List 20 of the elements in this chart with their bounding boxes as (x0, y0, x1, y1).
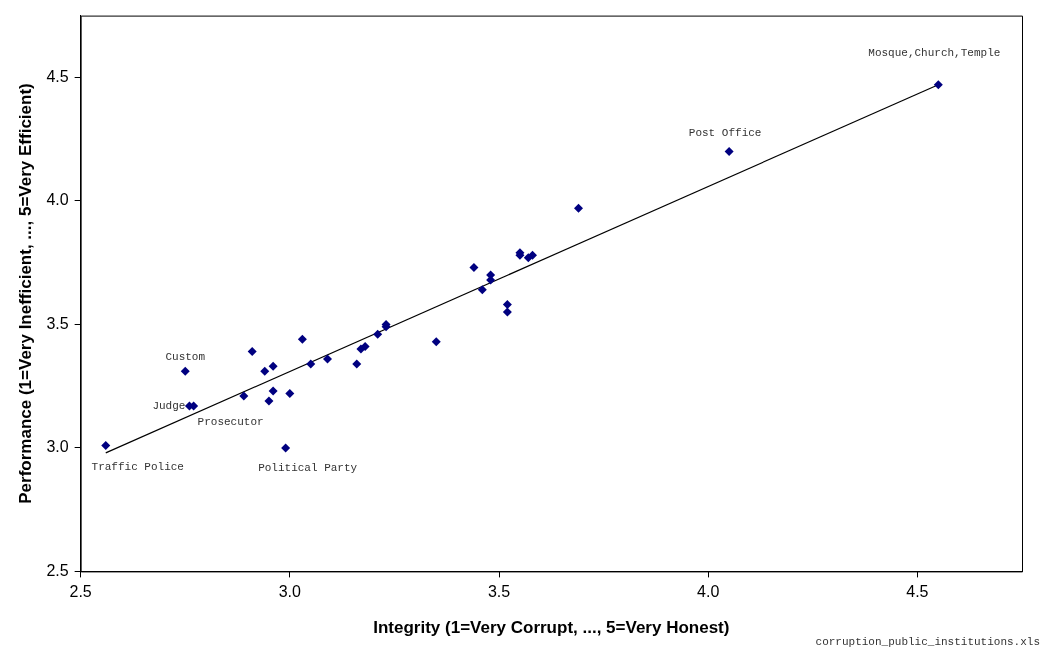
annotation: Prosecutor (197, 415, 264, 428)
y-tick-label: 4.5 (46, 67, 69, 85)
text: corruption_public_institutions.xls (815, 636, 1040, 649)
annotation: Political Party (258, 461, 358, 474)
y-tick-label: 3.0 (46, 438, 69, 456)
x-tick-label: 4.0 (697, 583, 720, 601)
x-tick-label: 4.5 (906, 583, 929, 601)
x-axis-title: Integrity (1=Very Corrupt, ..., 5=Very Honest) (373, 618, 730, 638)
annotation: Mosque,Church,Temple (868, 46, 1001, 59)
annotation: Judge (152, 399, 186, 412)
y-tick-label: 4.0 (46, 191, 69, 209)
x-tick-label: 3.5 (487, 583, 511, 601)
annotation: Custom (165, 351, 206, 364)
y-tick-label: 2.5 (46, 561, 69, 579)
annotation: Traffic Police (91, 461, 184, 474)
annotation: Post Office (688, 127, 762, 140)
x-tick-label: 2.5 (69, 583, 92, 601)
y-axis-title: Performance (1=Very Inefficient, ..., 5=Very Efficient) (15, 83, 35, 504)
y-tick-label: 3.5 (46, 314, 69, 332)
x-tick-label: 3.0 (278, 583, 302, 601)
